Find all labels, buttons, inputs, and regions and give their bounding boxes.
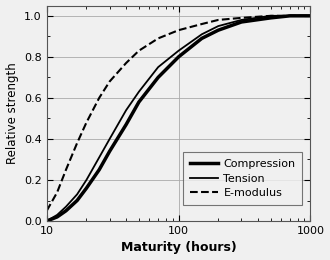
Tension bbox=[97, 156, 101, 159]
Tension bbox=[45, 219, 49, 223]
Tension bbox=[137, 90, 141, 93]
Tension bbox=[156, 66, 160, 69]
Compression bbox=[97, 168, 101, 171]
Compression bbox=[84, 187, 88, 190]
Tension bbox=[269, 14, 273, 17]
Compression bbox=[240, 21, 244, 24]
Compression bbox=[45, 219, 49, 223]
Tension bbox=[288, 14, 292, 17]
Legend: Compression, Tension, E-modulus: Compression, Tension, E-modulus bbox=[183, 152, 302, 205]
Compression bbox=[156, 76, 160, 79]
E-modulus bbox=[64, 168, 68, 171]
E-modulus bbox=[240, 16, 244, 20]
Compression bbox=[137, 100, 141, 103]
Tension bbox=[240, 18, 244, 22]
E-modulus bbox=[177, 29, 181, 32]
E-modulus bbox=[97, 96, 101, 100]
E-modulus bbox=[288, 14, 292, 17]
E-modulus bbox=[216, 18, 220, 22]
E-modulus bbox=[45, 209, 49, 212]
X-axis label: Maturity (hours): Maturity (hours) bbox=[121, 242, 237, 255]
E-modulus bbox=[309, 14, 313, 17]
Compression bbox=[309, 14, 313, 17]
E-modulus bbox=[55, 191, 59, 194]
Compression bbox=[288, 14, 292, 17]
Tension bbox=[216, 24, 220, 28]
Compression bbox=[108, 150, 112, 153]
Compression bbox=[216, 29, 220, 32]
Line: Tension: Tension bbox=[47, 16, 311, 221]
Tension bbox=[64, 205, 68, 208]
E-modulus bbox=[108, 80, 112, 83]
Tension bbox=[309, 14, 313, 17]
Tension bbox=[124, 109, 128, 112]
E-modulus bbox=[269, 14, 273, 17]
Compression bbox=[269, 16, 273, 20]
E-modulus bbox=[84, 121, 88, 124]
Compression bbox=[64, 209, 68, 212]
Y-axis label: Relative strength: Relative strength bbox=[6, 62, 18, 164]
Compression bbox=[75, 199, 79, 202]
Tension bbox=[75, 193, 79, 196]
Tension bbox=[84, 178, 88, 181]
Tension bbox=[200, 33, 204, 36]
E-modulus bbox=[156, 37, 160, 40]
Compression bbox=[55, 215, 59, 218]
Tension bbox=[55, 213, 59, 216]
Compression bbox=[124, 123, 128, 126]
E-modulus bbox=[124, 61, 128, 64]
Tension bbox=[177, 49, 181, 52]
Line: E-modulus: E-modulus bbox=[47, 16, 311, 211]
Tension bbox=[108, 137, 112, 140]
Line: Compression: Compression bbox=[47, 16, 311, 221]
E-modulus bbox=[75, 141, 79, 145]
Compression bbox=[200, 37, 204, 40]
E-modulus bbox=[137, 49, 141, 52]
E-modulus bbox=[200, 22, 204, 25]
Compression bbox=[177, 55, 181, 58]
